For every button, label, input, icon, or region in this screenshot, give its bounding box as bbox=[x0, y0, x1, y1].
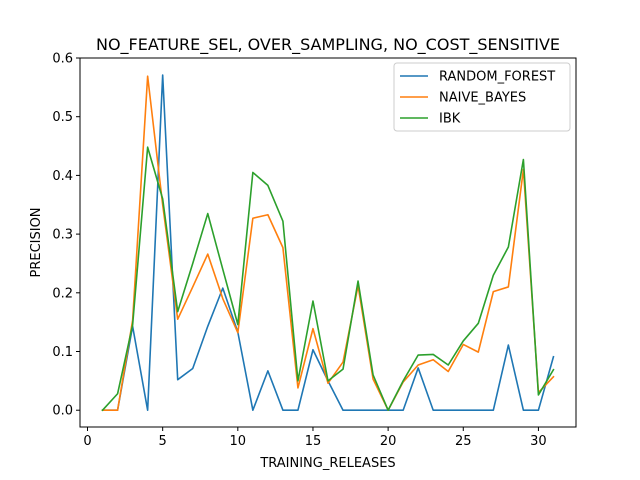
series-line-ibk bbox=[101, 146, 555, 412]
x-tick-label: 25 bbox=[455, 434, 472, 449]
y-tick-label: 0.4 bbox=[52, 169, 73, 184]
y-tick-label: 0.0 bbox=[52, 404, 73, 419]
x-tick-label: 5 bbox=[159, 434, 167, 449]
legend-label: NAIVE_BAYES bbox=[439, 91, 526, 106]
x-tick-label: 15 bbox=[305, 434, 322, 449]
x-tick-label: 0 bbox=[83, 434, 91, 449]
series-layer bbox=[101, 74, 555, 412]
y-axis: 0.0 0.1 0.2 0.3 0.4 0.5 0.6 bbox=[52, 52, 80, 419]
legend-label: RANDOM_FOREST bbox=[439, 70, 555, 85]
legend-box bbox=[393, 62, 571, 132]
legend-label: IBK bbox=[439, 112, 461, 127]
x-tick-label: 20 bbox=[380, 434, 397, 449]
y-tick-label: 0.6 bbox=[52, 52, 73, 67]
x-tick-label: 30 bbox=[530, 434, 547, 449]
y-tick-label: 0.3 bbox=[52, 228, 73, 243]
x-tick-label: 10 bbox=[230, 434, 247, 449]
series-line-naive-bayes bbox=[101, 75, 555, 412]
y-tick-label: 0.5 bbox=[52, 110, 73, 125]
x-axis-label: TRAINING_RELEASES bbox=[259, 456, 395, 471]
y-tick-label: 0.2 bbox=[52, 286, 73, 301]
y-tick-label: 0.1 bbox=[52, 345, 73, 360]
chart-title: NO_FEATURE_SEL, OVER_SAMPLING, NO_COST_S… bbox=[96, 35, 560, 55]
plot-frame bbox=[79, 57, 577, 428]
y-axis-label: PRECISION bbox=[29, 207, 44, 277]
x-axis: 0 5 10 15 20 25 30 bbox=[83, 427, 547, 449]
legend: RANDOM_FOREST NAIVE_BAYES IBK bbox=[393, 62, 571, 132]
